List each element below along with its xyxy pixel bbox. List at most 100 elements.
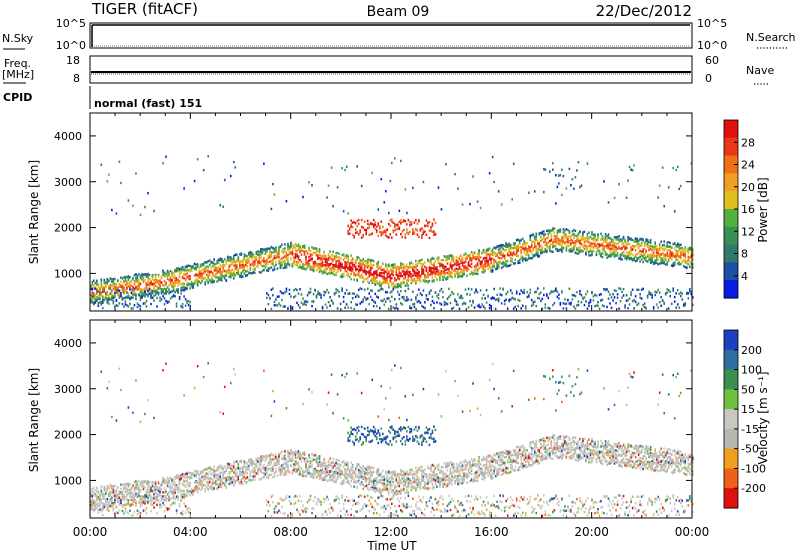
nsky-tick-bottom-left: 10^0 (56, 39, 86, 52)
power-cell-3952 (604, 252, 607, 256)
power-cell-978 (226, 271, 229, 274)
power-cell-3842 (589, 243, 592, 247)
power-cell-768 (192, 285, 194, 289)
velocity-cell-102 (103, 485, 106, 489)
power-cell-785 (195, 280, 197, 284)
power-cell-2690 (437, 297, 440, 300)
power-cell-671 (178, 275, 181, 279)
power-cell-1613 (318, 270, 321, 274)
power-cell-4043 (616, 243, 619, 246)
power-cell-4340 (655, 291, 658, 294)
power-cell-3920 (600, 252, 602, 255)
power-cell-256 (123, 286, 125, 290)
power-cell-4474 (673, 242, 676, 246)
velocity-cell-178 (112, 509, 115, 512)
power-cell-1755 (338, 256, 340, 259)
power-cell-594 (168, 288, 170, 291)
velocity-cell-90 (102, 494, 104, 498)
power-cell-4293 (649, 253, 652, 257)
header-beam: Beam 09 (367, 4, 430, 20)
power-cell-1067 (240, 273, 243, 277)
power-cell-451 (148, 288, 151, 291)
power-cell-3606 (559, 228, 562, 231)
power-cell-3155 (499, 287, 501, 290)
power-cell-84 (100, 278, 103, 281)
power-cell-2563 (424, 277, 426, 281)
power-cell-1659 (324, 268, 327, 271)
power-cell-2485 (415, 219, 417, 222)
power-cell-198 (115, 289, 118, 293)
power-cell-490 (154, 273, 157, 277)
power-cell-24 (93, 287, 95, 290)
power-cell-2673 (436, 257, 438, 261)
power-cell-3887 (595, 253, 598, 257)
power-cell-3532 (550, 242, 553, 246)
power-cell-101 (103, 296, 106, 299)
power-cell-581 (166, 275, 169, 278)
velocity-cell-84 (100, 485, 103, 488)
power-cell-621 (172, 281, 175, 285)
power-cell-1652 (324, 259, 327, 263)
power-cell-1682 (327, 256, 330, 260)
power-cell-1787 (341, 289, 343, 292)
power-cell-4390 (663, 260, 666, 264)
power-cell-4012 (612, 293, 614, 296)
power-cell-1072 (242, 260, 244, 263)
power-cell-624 (172, 287, 175, 290)
power-cell-1105 (246, 268, 249, 272)
power-cell-2060 (371, 264, 374, 267)
power-cell-1527 (306, 294, 309, 297)
power-cell-1195 (261, 259, 264, 262)
power-cell-3535 (550, 238, 553, 242)
power-cell-3625 (561, 193, 563, 197)
power-cell-4460 (672, 255, 675, 258)
velocity-cell-50 (96, 499, 98, 502)
power-cell-2593 (427, 273, 429, 276)
power-cell-3925 (601, 235, 604, 238)
power-cell-1471 (299, 287, 301, 291)
power-cell-2494 (416, 268, 419, 272)
power-cell-3392 (532, 248, 535, 252)
power-cell-3821 (586, 240, 589, 244)
power-cell-933 (219, 258, 222, 262)
power-cell-1861 (350, 254, 352, 257)
power-cell-4559 (684, 303, 687, 307)
power-cell-749 (189, 277, 191, 281)
power-cell-3088 (491, 257, 494, 260)
power-cell-2087 (374, 276, 377, 280)
power-cell-1015 (232, 264, 235, 267)
power-cell-4057 (618, 307, 620, 310)
power-cell-3555 (553, 238, 556, 241)
power-cell-2790 (451, 258, 453, 261)
power-cell-3031 (484, 268, 486, 271)
power-cell-1591 (315, 251, 318, 254)
power-cell-1184 (260, 254, 262, 258)
power-cell-574 (165, 288, 167, 291)
power-cell-152 (109, 285, 112, 289)
power-cell-4149 (630, 293, 632, 297)
power-cell-2737 (445, 265, 447, 269)
power-cell-2783 (451, 256, 453, 259)
cpid-label: CPID (3, 91, 32, 104)
power-cell-3045 (485, 257, 488, 260)
power-cell-2606 (428, 267, 431, 271)
power-cell-2337 (400, 302, 402, 305)
power-cell-3790 (582, 296, 584, 300)
power-cell-2635 (431, 272, 434, 276)
power-cell-891 (211, 275, 214, 278)
power-cell-2526 (419, 229, 422, 232)
power-cell-1872 (351, 267, 354, 271)
power-cell-4345 (657, 251, 659, 255)
power-cell-3508 (547, 236, 550, 239)
power-cell-1925 (357, 271, 360, 274)
power-cell-905 (214, 272, 217, 276)
power-cell-613 (171, 285, 173, 288)
power-cell-1776 (339, 302, 342, 306)
power-cell-1980 (362, 235, 365, 238)
power-cell-454 (150, 279, 152, 283)
velocity-cell-168 (111, 415, 113, 419)
power-cell-4227 (640, 241, 643, 245)
power-cell-4583 (688, 256, 691, 259)
power-cell-2084 (374, 278, 377, 281)
power-cell-1049 (237, 257, 240, 260)
